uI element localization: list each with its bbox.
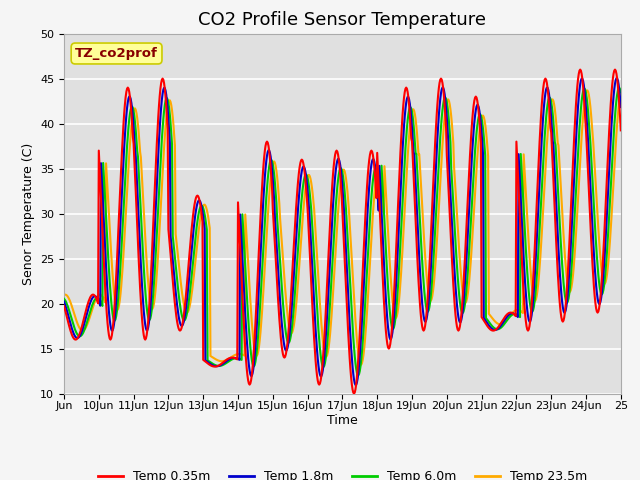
Text: TZ_co2prof: TZ_co2prof [75,47,158,60]
Title: CO2 Profile Sensor Temperature: CO2 Profile Sensor Temperature [198,11,486,29]
X-axis label: Time: Time [327,414,358,427]
Legend: Temp 0.35m, Temp 1.8m, Temp 6.0m, Temp 23.5m: Temp 0.35m, Temp 1.8m, Temp 6.0m, Temp 2… [93,465,592,480]
Y-axis label: Senor Temperature (C): Senor Temperature (C) [22,143,35,285]
